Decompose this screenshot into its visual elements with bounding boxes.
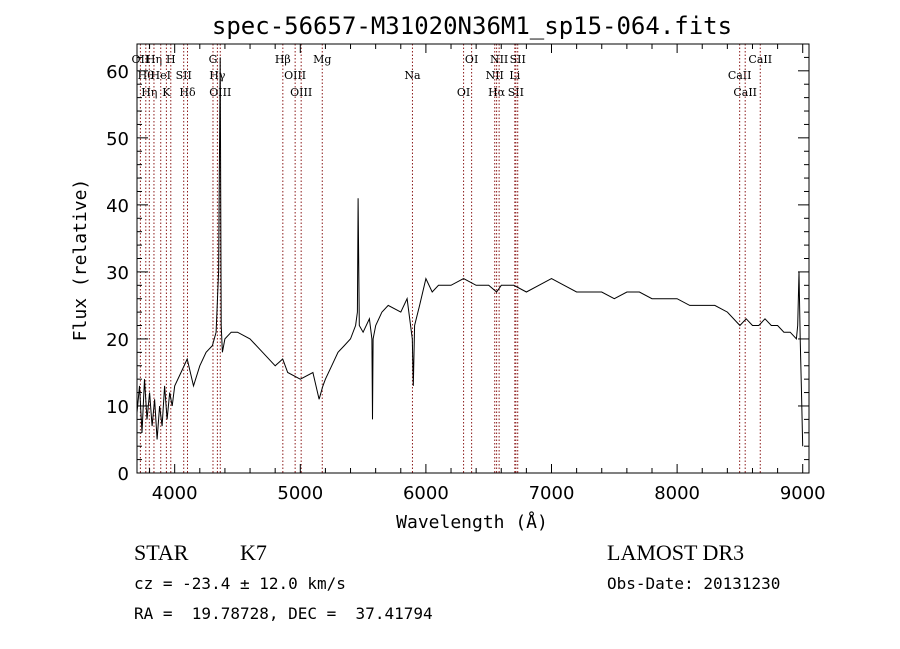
line-label-17: OI bbox=[457, 86, 470, 99]
x-axis-label: Wavelength (Å) bbox=[396, 511, 548, 533]
ra-dec: RA = 19.78728, DEC = 37.41794 bbox=[134, 604, 433, 623]
y-tick-label-4: 40 bbox=[106, 196, 129, 217]
line-label-16: Na bbox=[404, 69, 421, 82]
line-markers-layer: OIIHθHηHηHeIKHSIIHδGHγOIIIHβOIIIOIIIMgNa… bbox=[132, 44, 772, 473]
cz-value: cz = -23.4 ± 12.0 km/s bbox=[134, 574, 346, 593]
x-tick-label-3: 7000 bbox=[529, 483, 575, 504]
line-label-8: Hδ bbox=[179, 86, 196, 99]
chart-title: spec-56657-M31020N36M1_sp15-064.fits bbox=[212, 12, 732, 40]
line-label-9: G bbox=[209, 53, 218, 66]
y-tick-label-2: 20 bbox=[106, 330, 129, 351]
line-label-24: SII bbox=[510, 53, 526, 66]
spectral-class: STAR bbox=[134, 540, 189, 565]
spectral-subclass: K7 bbox=[240, 540, 267, 565]
line-label-20: Hα bbox=[488, 86, 506, 99]
line-label-0: OII bbox=[132, 53, 150, 66]
x-tick-label-4: 8000 bbox=[654, 483, 700, 504]
line-label-7: SII bbox=[176, 69, 192, 82]
line-label-13: OIII bbox=[284, 69, 306, 82]
line-label-12: Hβ bbox=[275, 53, 291, 66]
obs-date: Obs-Date: 20131230 bbox=[607, 574, 781, 593]
x-tick-label-0: 4000 bbox=[152, 483, 198, 504]
line-label-5: K bbox=[162, 86, 171, 99]
line-label-19: NII bbox=[486, 69, 504, 82]
spectrum-layer bbox=[136, 57, 804, 447]
y-tick-label-1: 10 bbox=[106, 397, 129, 418]
line-label-27: CaII bbox=[748, 53, 772, 66]
x-tick-label-5: 9000 bbox=[780, 483, 826, 504]
y-axis-label: Flux (relative) bbox=[70, 179, 91, 342]
spectrum-line bbox=[136, 57, 804, 447]
y-tick-label-5: 50 bbox=[106, 129, 129, 150]
survey-name: LAMOST DR3 bbox=[607, 540, 745, 565]
line-label-3: Hη bbox=[146, 53, 162, 66]
x-tick-label-1: 5000 bbox=[277, 483, 323, 504]
line-label-22: Li bbox=[509, 69, 520, 82]
line-label-18: OI bbox=[465, 53, 478, 66]
line-label-21: NII bbox=[490, 53, 508, 66]
axis-ticks-layer: 4000 5000 6000 7000 8000 9000 0 10 20 30 40 50 60 bbox=[106, 44, 826, 504]
line-label-10: Hγ bbox=[209, 69, 226, 82]
x-tick-label-2: 6000 bbox=[403, 483, 449, 504]
y-tick-label-3: 30 bbox=[106, 263, 129, 284]
line-label-15: Mg bbox=[313, 53, 331, 66]
line-label-23: SII bbox=[508, 86, 524, 99]
line-label-2: Hη bbox=[141, 86, 157, 99]
y-tick-label-6: 60 bbox=[106, 62, 129, 83]
line-label-25: CaII bbox=[728, 69, 752, 82]
line-label-1: Hθ bbox=[138, 69, 155, 82]
y-tick-label-0: 0 bbox=[118, 464, 129, 485]
line-label-26: CaII bbox=[733, 86, 757, 99]
plot-frame bbox=[136, 43, 810, 474]
line-label-6: H bbox=[166, 53, 176, 66]
line-label-4: HeI bbox=[151, 69, 171, 82]
line-label-14: OIII bbox=[290, 86, 312, 99]
